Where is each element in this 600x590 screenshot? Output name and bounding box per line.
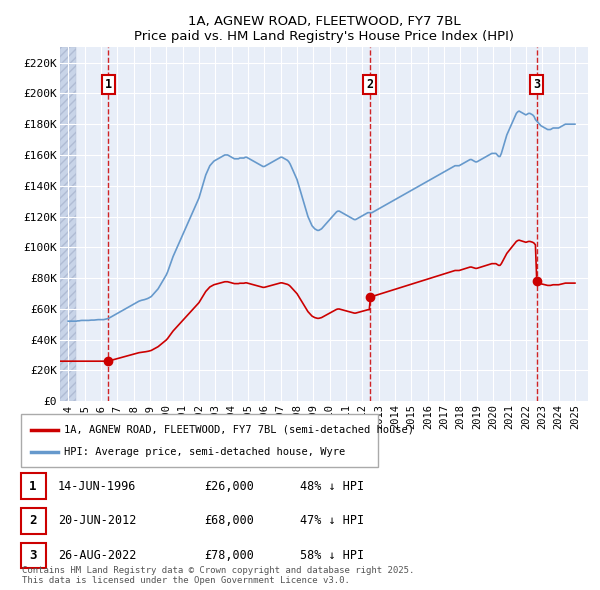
Text: HPI: Average price, semi-detached house, Wyre: HPI: Average price, semi-detached house,… [64, 447, 345, 457]
Text: 1: 1 [105, 78, 112, 91]
Text: £78,000: £78,000 [204, 549, 254, 562]
Text: 14-JUN-1996: 14-JUN-1996 [58, 480, 136, 493]
Title: 1A, AGNEW ROAD, FLEETWOOD, FY7 7BL
Price paid vs. HM Land Registry's House Price: 1A, AGNEW ROAD, FLEETWOOD, FY7 7BL Price… [134, 15, 514, 43]
FancyBboxPatch shape [20, 543, 46, 568]
Text: 2: 2 [29, 514, 37, 527]
Text: £68,000: £68,000 [204, 514, 254, 527]
Text: 3: 3 [533, 78, 540, 91]
Text: £26,000: £26,000 [204, 480, 254, 493]
FancyBboxPatch shape [20, 473, 46, 499]
Text: 26-AUG-2022: 26-AUG-2022 [58, 549, 136, 562]
Text: 1A, AGNEW ROAD, FLEETWOOD, FY7 7BL (semi-detached house): 1A, AGNEW ROAD, FLEETWOOD, FY7 7BL (semi… [64, 425, 414, 435]
Text: 2: 2 [367, 78, 373, 91]
Text: 20-JUN-2012: 20-JUN-2012 [58, 514, 136, 527]
Text: 48% ↓ HPI: 48% ↓ HPI [300, 480, 364, 493]
Text: 58% ↓ HPI: 58% ↓ HPI [300, 549, 364, 562]
Text: 1: 1 [29, 480, 37, 493]
FancyBboxPatch shape [20, 508, 46, 533]
Text: 3: 3 [29, 549, 37, 562]
Text: Contains HM Land Registry data © Crown copyright and database right 2025.
This d: Contains HM Land Registry data © Crown c… [22, 566, 414, 585]
FancyBboxPatch shape [20, 414, 378, 467]
Text: 47% ↓ HPI: 47% ↓ HPI [300, 514, 364, 527]
